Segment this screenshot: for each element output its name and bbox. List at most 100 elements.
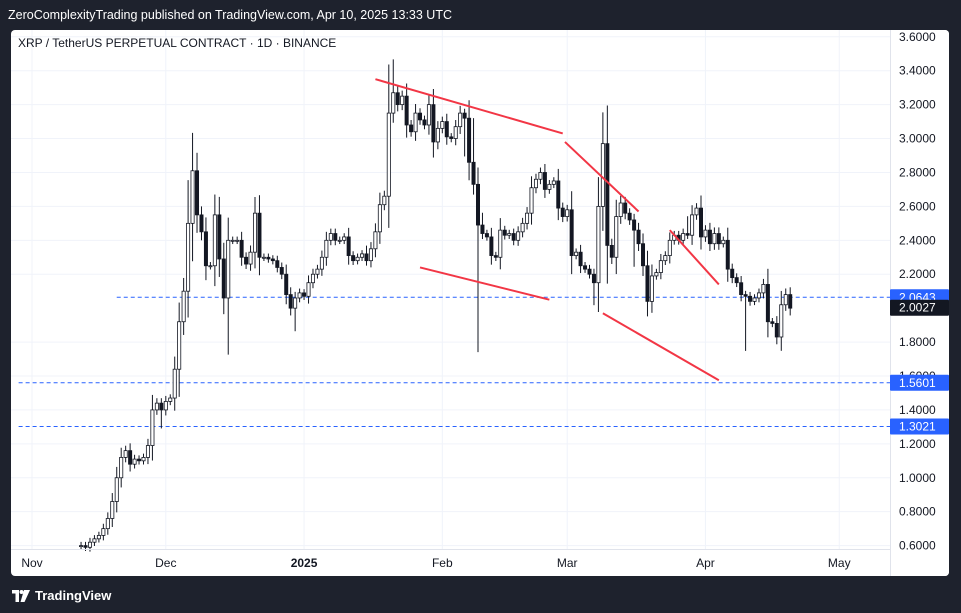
candle-body xyxy=(257,212,262,258)
candle-body xyxy=(377,204,382,233)
candle-body xyxy=(252,212,257,253)
candle-body xyxy=(342,236,347,241)
price-tick-label: 2.4000 xyxy=(899,233,936,247)
candle-body xyxy=(453,126,458,139)
candle-body xyxy=(748,295,753,302)
candle-body xyxy=(266,256,271,260)
candle-body xyxy=(310,273,315,284)
publisher-bar: ZeroComplexityTrading published on Tradi… xyxy=(0,0,961,32)
candle-body xyxy=(725,239,730,270)
time-axis[interactable]: Nov Dec 2025 Feb Mar Apr May xyxy=(21,556,850,570)
candle-body xyxy=(645,265,650,302)
candle-body xyxy=(293,297,298,309)
time-tick-label: Mar xyxy=(557,556,578,570)
candle-body xyxy=(583,265,588,270)
candle-body xyxy=(400,95,405,106)
candle-body xyxy=(337,239,342,242)
candle-body xyxy=(386,112,391,197)
chart-title: XRP / TetherUS PERPETUAL CONTRACT · 1D ·… xyxy=(18,36,336,50)
candle-body xyxy=(511,233,516,241)
candle-body xyxy=(163,401,168,411)
chart-grid xyxy=(11,30,890,549)
trendline[interactable] xyxy=(602,312,720,382)
candle-body xyxy=(351,255,356,262)
candle-body xyxy=(484,233,489,238)
candle-body xyxy=(493,255,498,258)
candle-body xyxy=(591,273,596,284)
candle-body xyxy=(614,216,619,258)
candle-body xyxy=(154,402,159,411)
candle-body xyxy=(230,239,235,242)
candle-body xyxy=(141,457,146,462)
price-tick-label: 3.0000 xyxy=(899,132,936,146)
candle-body xyxy=(788,294,793,309)
trendline[interactable] xyxy=(375,78,564,135)
candle-body xyxy=(636,229,641,245)
candle-body xyxy=(551,180,556,185)
last-price-label: 2.0027 xyxy=(899,301,936,315)
last-price-label-box xyxy=(890,299,949,316)
candle-body xyxy=(101,528,106,536)
candle-body xyxy=(752,297,757,302)
candle-body xyxy=(525,212,530,224)
candle-body xyxy=(569,209,574,256)
candle-body xyxy=(159,402,164,411)
candle-body xyxy=(471,161,476,185)
candle-body xyxy=(110,501,115,519)
price-chart[interactable]: 3.6000 3.4000 3.2000 3.0000 2.8000 2.6000 2.40… xyxy=(11,30,949,576)
price-lines xyxy=(18,296,890,428)
candle-body xyxy=(703,229,708,238)
price-tick-label: 3.4000 xyxy=(899,64,936,78)
candle-body xyxy=(346,236,351,256)
candle-body xyxy=(235,239,240,242)
trendline[interactable] xyxy=(419,266,550,301)
trendline[interactable] xyxy=(669,229,720,286)
publisher-line: ZeroComplexityTrading published on Tradi… xyxy=(8,8,452,22)
candle-body xyxy=(172,368,177,399)
candle-body xyxy=(364,253,369,262)
candle-body xyxy=(105,518,110,530)
brand[interactable]: TradingView xyxy=(12,588,111,603)
candle-body xyxy=(404,95,409,126)
chart-panel[interactable]: 3.6000 3.4000 3.2000 3.0000 2.8000 2.6000 2.40… xyxy=(11,30,949,576)
candle-body xyxy=(507,233,512,236)
price-line-label: 1.5601 xyxy=(899,376,936,390)
candle-body xyxy=(560,207,565,217)
candle-body xyxy=(779,304,784,338)
candle-body xyxy=(319,256,324,270)
candle-body xyxy=(556,180,561,209)
candle-body xyxy=(186,222,191,292)
candle-body xyxy=(743,294,748,297)
candle-body xyxy=(774,323,779,338)
candle-body xyxy=(373,231,378,250)
trendline[interactable] xyxy=(564,141,640,213)
price-tick-label: 3.2000 xyxy=(899,98,936,112)
price-tick-label: 3.6000 xyxy=(899,30,936,44)
price-tick-label: 2.6000 xyxy=(899,199,936,213)
time-tick-label: Feb xyxy=(432,556,453,570)
candle-body xyxy=(467,117,472,163)
candle-body xyxy=(431,104,436,143)
time-tick-label: Apr xyxy=(696,556,715,570)
candle-body xyxy=(712,233,717,245)
trendline-drawings[interactable] xyxy=(375,78,720,382)
candle-body xyxy=(435,127,440,143)
candle-body xyxy=(328,233,333,241)
candle-body xyxy=(641,243,646,267)
candle-body xyxy=(609,245,614,258)
candle-body xyxy=(217,214,222,260)
candle-body xyxy=(770,321,775,324)
price-tick-label: 0.8000 xyxy=(899,505,936,519)
candle-body xyxy=(226,239,231,299)
candle-body xyxy=(422,119,427,126)
price-tick-label: 1.0000 xyxy=(899,471,936,485)
candle-body xyxy=(667,239,672,256)
candle-body xyxy=(632,219,637,231)
time-tick-label: Dec xyxy=(155,556,176,570)
candle-body xyxy=(654,272,659,277)
price-axis[interactable]: 3.6000 3.4000 3.2000 3.0000 2.8000 2.6000 2.40… xyxy=(899,30,936,553)
candle-body xyxy=(123,450,128,458)
candle-body xyxy=(516,231,521,241)
candle-body xyxy=(382,195,387,206)
candle-body xyxy=(761,284,766,294)
